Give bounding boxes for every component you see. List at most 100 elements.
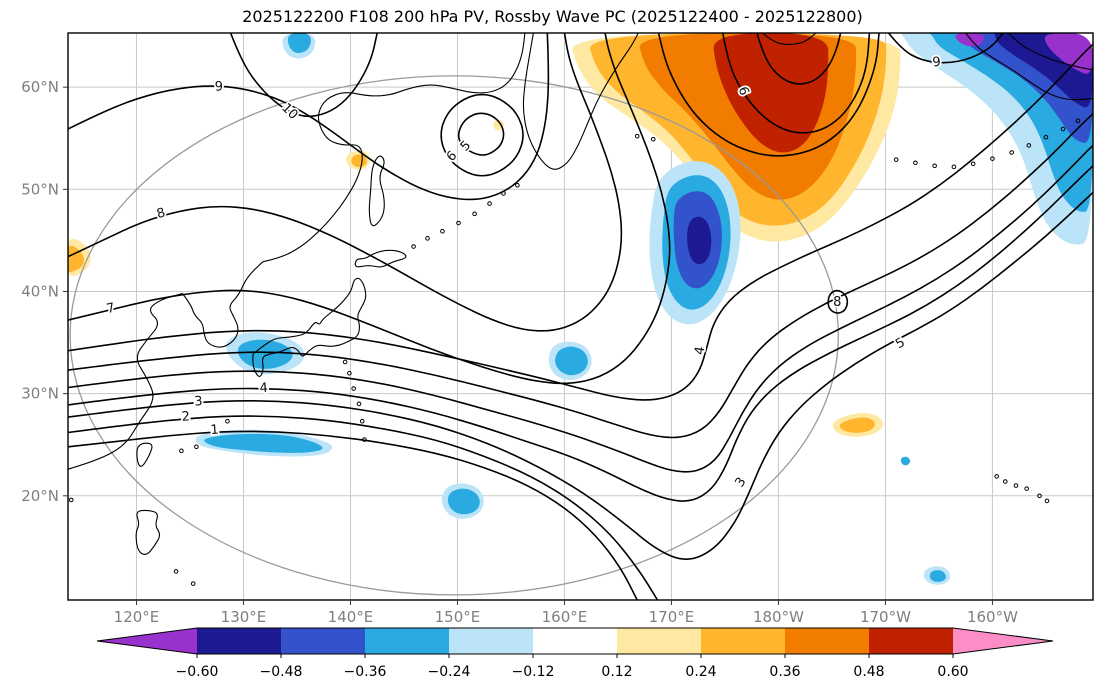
contour-label: 1	[210, 423, 219, 439]
island-dot	[351, 386, 356, 391]
island-dot	[411, 244, 416, 249]
region-bering-negative-extreme	[955, 33, 984, 47]
x-tick-label: 130°E	[221, 608, 267, 626]
region-east-160-negative	[555, 346, 588, 376]
pv-contour	[68, 43, 1093, 401]
pv-contour	[68, 33, 671, 385]
island-dot	[913, 160, 918, 166]
contour-label: 4	[259, 381, 268, 397]
contour-label: 8	[833, 295, 841, 310]
colorbar-tick-label: 0.60	[937, 664, 968, 680]
island-dot	[970, 161, 976, 167]
coastline	[965, 33, 1093, 101]
colorbar-tick-label: −0.36	[344, 664, 387, 680]
colorbar-tick-label: 0.48	[853, 664, 884, 680]
island-dot	[650, 136, 656, 142]
island-dot	[68, 497, 74, 503]
island-dot	[472, 211, 477, 217]
island-dot	[342, 359, 348, 365]
pv-contour	[68, 144, 1093, 473]
axis-labels: 120°E 130°E 140°E 150°E 160°E 170°E 180°W 170°W…	[21, 78, 1018, 626]
island-dot	[1013, 483, 1019, 488]
colorbar-segment-orange	[701, 628, 785, 654]
y-tick-label: 20°N	[21, 487, 59, 505]
colorbar-tick-label: −0.60	[176, 664, 219, 680]
island-dot	[1037, 493, 1042, 499]
contour-label: 7	[105, 301, 116, 317]
colorbar-segment-cyan	[365, 628, 449, 654]
island-dot	[425, 236, 430, 241]
x-tick-label: 170°E	[649, 608, 695, 626]
coastline	[368, 155, 385, 227]
x-tick-label: 140°E	[328, 608, 374, 626]
pv-contour	[68, 191, 1093, 560]
island-dot	[1060, 126, 1066, 132]
coastline	[522, 33, 639, 170]
island-dot	[487, 201, 492, 206]
region-south-160w-negative	[929, 570, 946, 582]
island-dot	[173, 569, 179, 574]
y-tick-label: 60°N	[21, 78, 59, 96]
chart-title: 2025122200 F108 200 hPa PV, Rossby Wave …	[242, 7, 863, 26]
contour-label: 5	[893, 335, 908, 352]
colorbar-left-arrow	[97, 628, 197, 654]
pv-contour	[68, 165, 1093, 502]
coastlines	[68, 33, 1093, 586]
region-china-positive	[68, 245, 85, 273]
colorbar-tick-label: 0.12	[601, 664, 632, 680]
x-tick-label: 150°E	[435, 608, 481, 626]
wave-source-circle	[69, 75, 840, 596]
region-okinawa-negative	[204, 433, 323, 453]
x-tick-label: 160°E	[542, 608, 588, 626]
colorbar-segment-red	[869, 628, 953, 654]
pv-contour	[827, 289, 849, 314]
region-philippine-sea-negative	[447, 488, 480, 515]
contour-label: 8	[155, 205, 167, 222]
island-dot	[356, 401, 362, 407]
pv-contour	[756, 33, 842, 85]
island-dot	[440, 228, 445, 234]
island-dot	[179, 448, 184, 454]
contour-label: 3	[194, 394, 203, 410]
colorbar-segment-lightblue	[449, 628, 533, 654]
pv-contour	[229, 33, 378, 118]
island-dot	[932, 163, 937, 169]
island-dot	[515, 182, 520, 188]
coastline	[68, 292, 183, 470]
colorbar-tick-label: −0.48	[260, 664, 303, 680]
region-dateline-negative-core	[687, 216, 712, 265]
pv-contour	[887, 33, 1004, 64]
coastline	[1008, 33, 1093, 71]
coastline	[135, 509, 161, 555]
contour-lines	[68, 33, 1093, 600]
plot-border	[67, 32, 1094, 601]
pv-contour	[68, 415, 659, 600]
region-sakhalin-positive	[351, 154, 367, 168]
coastline	[262, 33, 526, 263]
island-dot	[951, 164, 957, 170]
region-japan-negative	[237, 339, 293, 369]
coastline	[252, 277, 367, 377]
region-subtropic-positive	[839, 417, 876, 433]
pv-contour	[657, 33, 880, 157]
shaded-regions	[68, 33, 1093, 585]
island-dot	[190, 581, 196, 586]
island-dot	[347, 370, 352, 376]
coastline	[762, 33, 817, 46]
colorbar-segment-blue	[281, 628, 365, 654]
pv-contour	[722, 33, 871, 134]
island-dot	[1024, 486, 1029, 491]
island-dot	[1002, 479, 1008, 484]
island-dot	[893, 157, 899, 162]
island-dot	[1043, 134, 1049, 140]
colorbar-right-arrow	[953, 628, 1053, 654]
island-dot	[194, 444, 199, 450]
x-tick-label: 180°W	[753, 608, 804, 626]
coastline	[182, 261, 264, 348]
pv-contour	[440, 93, 524, 177]
coastline	[354, 249, 407, 268]
x-tick-label: 170°W	[860, 608, 911, 626]
island-dot	[1009, 150, 1014, 155]
contour-label: 4	[692, 346, 708, 356]
